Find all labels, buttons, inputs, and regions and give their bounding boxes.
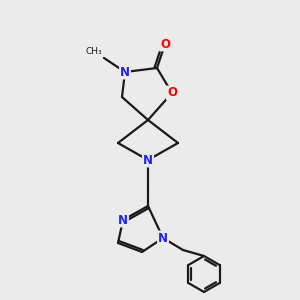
Text: N: N xyxy=(158,232,168,244)
Text: N: N xyxy=(118,214,128,226)
Text: O: O xyxy=(160,38,170,50)
Text: N: N xyxy=(143,154,153,166)
Text: N: N xyxy=(120,65,130,79)
Text: O: O xyxy=(167,86,177,100)
Text: CH₃: CH₃ xyxy=(85,47,102,56)
